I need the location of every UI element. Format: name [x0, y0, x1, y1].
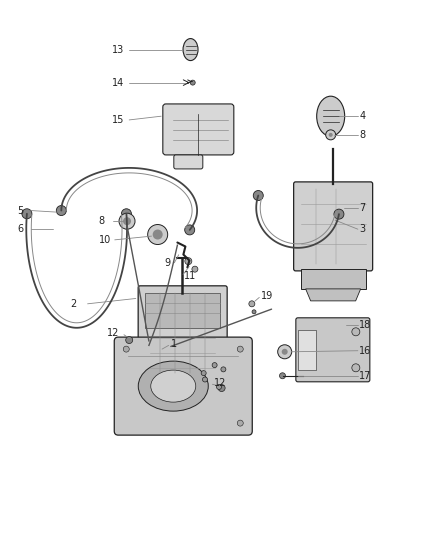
Circle shape: [218, 384, 225, 392]
Text: 7: 7: [359, 203, 365, 213]
Circle shape: [126, 336, 133, 344]
Circle shape: [121, 209, 131, 219]
Ellipse shape: [151, 370, 196, 402]
FancyBboxPatch shape: [145, 293, 220, 328]
Circle shape: [252, 310, 256, 314]
Text: 11: 11: [184, 271, 196, 281]
Circle shape: [153, 230, 162, 239]
Circle shape: [237, 346, 243, 352]
FancyBboxPatch shape: [296, 318, 370, 382]
Circle shape: [123, 346, 129, 352]
Text: 2: 2: [70, 299, 76, 309]
Text: 12: 12: [107, 328, 120, 338]
Circle shape: [278, 345, 292, 359]
Text: 8: 8: [99, 216, 105, 226]
FancyBboxPatch shape: [293, 182, 373, 271]
Circle shape: [282, 349, 288, 355]
Text: 9: 9: [164, 258, 170, 268]
Ellipse shape: [183, 38, 198, 61]
Circle shape: [201, 370, 206, 376]
Circle shape: [279, 373, 286, 379]
Ellipse shape: [138, 361, 208, 411]
Circle shape: [119, 213, 135, 229]
Text: 15: 15: [112, 115, 124, 125]
Polygon shape: [298, 330, 316, 370]
Circle shape: [249, 301, 255, 307]
Circle shape: [123, 217, 131, 225]
Text: 19: 19: [261, 291, 273, 301]
Circle shape: [326, 130, 336, 140]
Text: 17: 17: [359, 371, 371, 381]
Text: 16: 16: [359, 346, 371, 356]
Circle shape: [334, 209, 344, 219]
Polygon shape: [306, 289, 360, 301]
Circle shape: [237, 420, 243, 426]
Polygon shape: [300, 269, 366, 289]
Circle shape: [192, 266, 198, 272]
Circle shape: [352, 364, 360, 372]
Circle shape: [185, 257, 192, 265]
Text: 14: 14: [112, 78, 124, 87]
Text: 18: 18: [359, 320, 371, 330]
Text: 10: 10: [99, 235, 111, 245]
FancyBboxPatch shape: [138, 286, 227, 390]
Circle shape: [202, 377, 208, 382]
Circle shape: [221, 367, 226, 372]
Text: 3: 3: [359, 224, 365, 234]
Text: 5: 5: [18, 206, 24, 215]
Circle shape: [190, 80, 195, 85]
Text: 6: 6: [18, 224, 24, 234]
Text: 8: 8: [359, 130, 365, 140]
Circle shape: [148, 224, 168, 245]
Text: 13: 13: [112, 45, 124, 54]
Text: 4: 4: [359, 111, 365, 121]
Circle shape: [216, 384, 222, 390]
Text: 12: 12: [214, 378, 226, 387]
Circle shape: [212, 362, 217, 368]
Circle shape: [185, 225, 195, 235]
FancyBboxPatch shape: [114, 337, 252, 435]
Circle shape: [328, 133, 333, 137]
FancyBboxPatch shape: [174, 155, 203, 169]
Text: 1: 1: [171, 339, 177, 349]
Circle shape: [253, 190, 263, 200]
FancyBboxPatch shape: [163, 104, 234, 155]
Circle shape: [22, 209, 32, 219]
Ellipse shape: [317, 96, 345, 136]
Circle shape: [352, 328, 360, 336]
Circle shape: [57, 206, 66, 215]
